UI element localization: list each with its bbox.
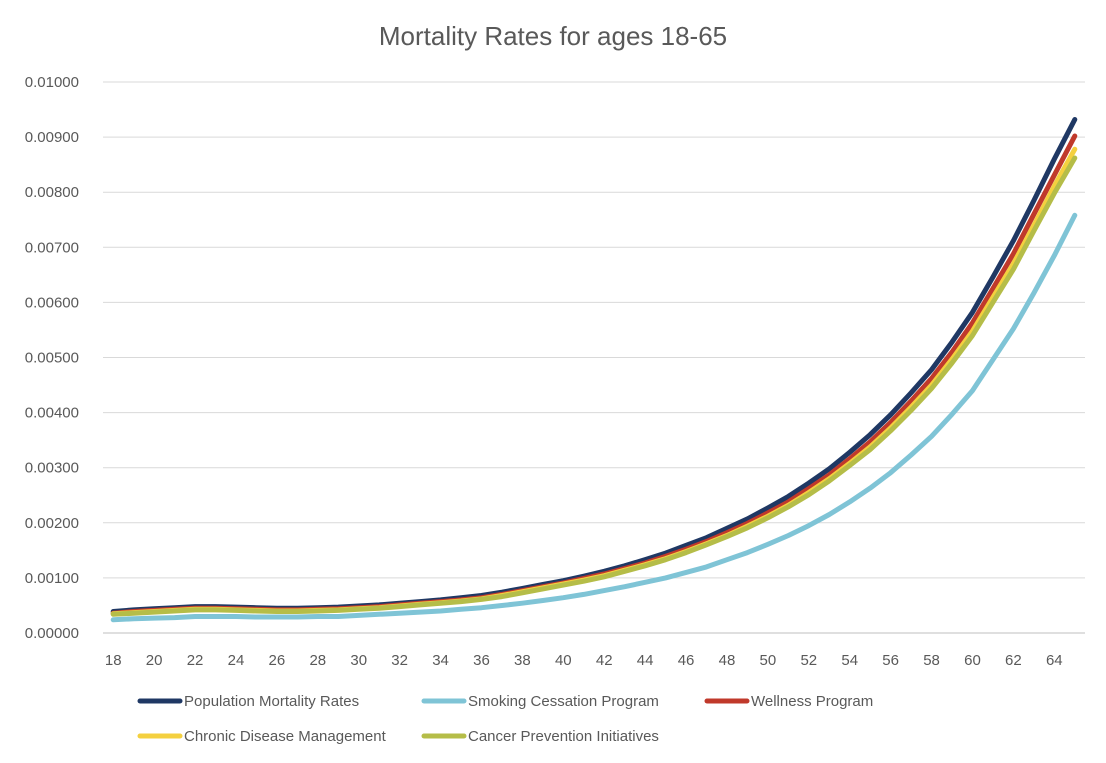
- series-line-5: [110, 155, 1078, 617]
- x-tick-label: 32: [391, 652, 408, 669]
- x-tick-label: 20: [146, 652, 163, 669]
- y-tick-label: 0.00400: [25, 405, 79, 422]
- y-tick-label: 0.01000: [25, 74, 79, 91]
- x-tick-label: 40: [555, 652, 572, 669]
- x-tick-label: 36: [473, 652, 490, 669]
- x-tick-label: 28: [309, 652, 326, 669]
- legend-item: Population Mortality Rates: [137, 693, 359, 710]
- x-tick-label: 30: [350, 652, 367, 669]
- y-tick-label: 0.00100: [25, 570, 79, 587]
- legend: Population Mortality Rates Smoking Cessat…: [137, 693, 873, 745]
- y-tick-label: 0.00700: [25, 239, 79, 256]
- chart-title: Mortality Rates for ages 18-65: [379, 21, 727, 51]
- x-tick-label: 38: [514, 652, 531, 669]
- legend-label: Chronic Disease Management: [184, 728, 387, 745]
- y-tick-label: 0.00200: [25, 515, 79, 532]
- legend-item: Smoking Cessation Program: [421, 693, 659, 710]
- legend-item: Wellness Program: [704, 693, 873, 710]
- x-tick-label: 54: [841, 652, 858, 669]
- x-tick-label: 44: [637, 652, 654, 669]
- x-tick-label: 60: [964, 652, 981, 669]
- series-lines: [110, 117, 1078, 623]
- x-tick-label: 46: [678, 652, 695, 669]
- legend-item: Cancer Prevention Initiatives: [421, 728, 659, 745]
- y-tick-label: 0.00900: [25, 129, 79, 146]
- y-tick-label: 0.00000: [25, 625, 79, 642]
- y-tick-label: 0.00800: [25, 184, 79, 201]
- y-tick-label: 0.00600: [25, 294, 79, 311]
- x-tick-label: 50: [760, 652, 777, 669]
- x-tick-label: 18: [105, 652, 122, 669]
- y-axis-tick-labels: 0.00000 0.00100 0.00200 0.00300 0.00400 0.005…: [25, 74, 79, 642]
- y-tick-label: 0.00300: [25, 460, 79, 477]
- legend-label: Population Mortality Rates: [184, 693, 359, 710]
- series-line-1: [110, 117, 1078, 614]
- x-tick-label: 24: [228, 652, 245, 669]
- x-tick-label: 58: [923, 652, 940, 669]
- legend-label: Smoking Cessation Program: [468, 693, 659, 710]
- x-tick-label: 42: [596, 652, 613, 669]
- x-tick-label: 34: [432, 652, 449, 669]
- legend-label: Wellness Program: [751, 693, 873, 710]
- x-tick-label: 22: [187, 652, 204, 669]
- x-tick-label: 62: [1005, 652, 1022, 669]
- x-axis-tick-labels: 18 20 22 24 26 28 30 32 34 36 38 40 42 44 46 48 50 52 54 56…: [105, 652, 1063, 669]
- x-tick-label: 56: [882, 652, 899, 669]
- series-line-2: [110, 212, 1078, 623]
- x-tick-label: 64: [1046, 652, 1063, 669]
- y-tick-label: 0.00500: [25, 350, 79, 367]
- x-tick-label: 48: [719, 652, 736, 669]
- series-line-3: [110, 133, 1078, 616]
- x-tick-label: 26: [269, 652, 286, 669]
- x-tick-label: 52: [800, 652, 817, 669]
- legend-label: Cancer Prevention Initiatives: [468, 728, 659, 745]
- gridlines: [103, 81, 1085, 579]
- legend-item: Chronic Disease Management: [137, 728, 387, 745]
